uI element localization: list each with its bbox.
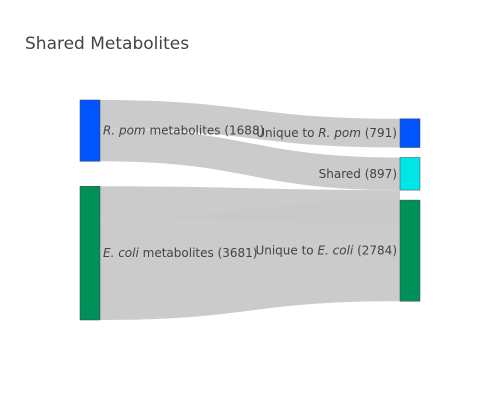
node-label-rpom: R. pom metabolites (1688)	[103, 124, 264, 138]
node-shared[interactable]	[399, 157, 421, 191]
link-rpom-to-unique_rpom[interactable]	[100, 100, 400, 148]
labels-layer: R. pom metabolites (1688) E. coli metabol…	[103, 124, 397, 261]
nodes-layer	[79, 99, 421, 321]
node-rpom[interactable]	[79, 99, 101, 162]
node-unique_rpom[interactable]	[399, 118, 421, 148]
link-ecoli-to-unique_ecoli[interactable]	[100, 200, 400, 320]
node-ecoli[interactable]	[79, 186, 101, 321]
node-label-ecoli: E. coli metabolites (3681)	[103, 246, 257, 260]
node-label-unique_ecoli: Unique to E. coli (2784)	[255, 244, 397, 258]
node-label-shared: Shared (897)	[319, 167, 397, 181]
node-label-unique_rpom: Unique to R. pom (791)	[256, 126, 397, 140]
chart-title: Shared Metabolites	[25, 34, 190, 54]
node-unique_ecoli[interactable]	[399, 199, 421, 302]
link-rpom-to-shared[interactable]	[100, 128, 400, 191]
links-layer	[100, 100, 400, 320]
